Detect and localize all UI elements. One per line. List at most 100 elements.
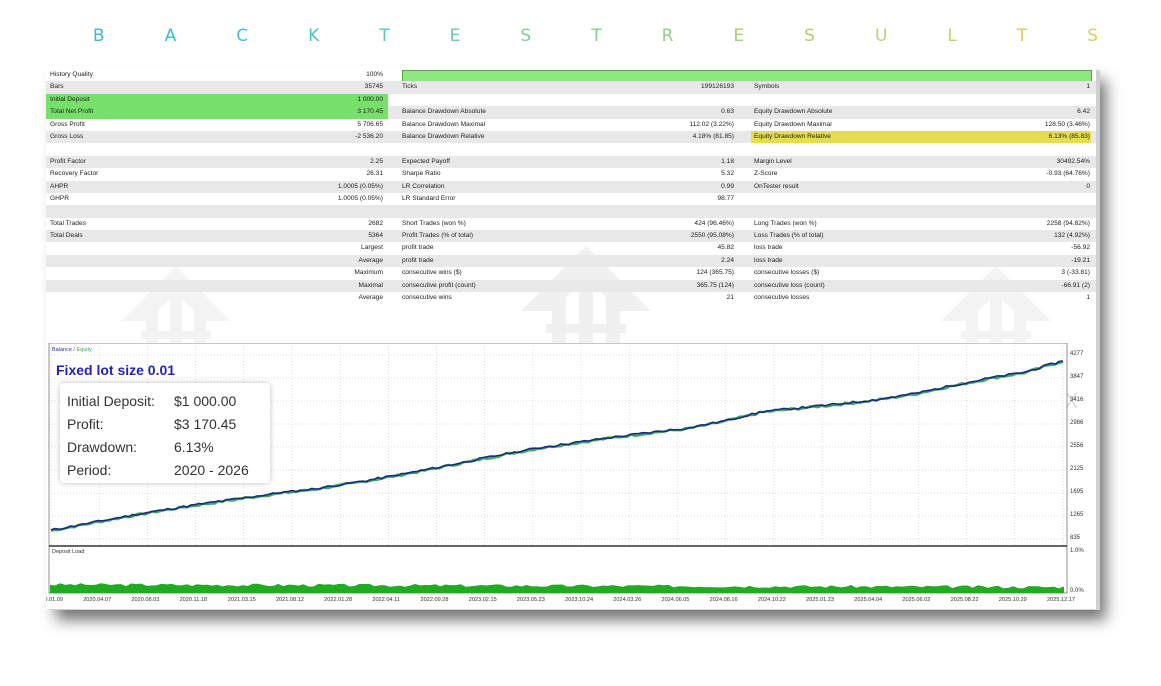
initial-deposit-highlight [46,93,388,107]
history-quality-label: History Quality [50,71,93,78]
equity-dd-max-value: 128.50 (3.46%) [1044,120,1090,128]
long-trades-value: 2258 (94.82%) [1046,219,1090,227]
history-quality-value: 100% [366,71,383,78]
gross-profit-label: Gross Profit [50,120,85,128]
title-letter: R [661,26,704,46]
x-tick-label: 2024.08.16 [709,597,738,603]
bars-label: Bars [50,83,64,91]
y-tick-label: 3847 [1070,373,1084,380]
deposit-load-area [50,583,1064,593]
load-tick-label: 1.0% [1070,548,1084,554]
overlay-drawdown-label: Drawdown: [67,439,138,455]
title-letter: T [591,26,632,46]
x-tick-label: 2025.01.23 [806,597,835,603]
ticks-value: 199126193 [700,83,734,91]
z-score-value: -0.93 (64.76%) [1046,170,1090,178]
max-losses-value: 3 (-33.81) [1061,269,1090,277]
deposit-load-fill [50,583,1064,593]
title-letter: B [92,26,135,46]
ontester-value: 0 [1086,182,1090,190]
sharpe-ratio-label: Sharpe Ratio [402,170,441,178]
largest-profit-label: profit trade [402,244,434,252]
x-tick-label: 2024.10.22 [757,597,786,603]
symbols-value: 1 [1086,83,1090,91]
backtest-report-panel: YOFOREX YOFOREX History Quality 100% Bar… [46,66,1096,609]
ahpr-value: 1.0005 (0.05%) [337,182,383,190]
total-deals-label: Total Deals [50,232,83,240]
title-letter: A [164,26,207,46]
total-trades-label: Total Trades [50,219,86,227]
gross-profit-value: 5 706.65 [357,120,383,128]
balance-dd-max-label: Balance Drawdown Maximal [402,120,486,128]
average-label: Average [358,256,383,264]
short-trades-label: Short Trades (won %) [402,219,466,227]
recovery-factor-value: 26.31 [366,170,383,178]
maximal-loss-value: -66.91 (2) [1061,281,1090,289]
title-letter: S [1087,26,1129,46]
equity-dd-rel-highlight [751,130,1091,144]
x-tick-label: 2022.01.28 [324,597,353,603]
overlay-drawdown-value: 6.13% [174,439,214,455]
title-letter: U [874,26,918,46]
stats-row-gross-loss: Gross Loss -2 536.20 Balance Drawdown Re… [46,130,1096,144]
y-tick-label: 1265 [1070,512,1084,518]
title-letter: T [379,26,420,46]
average-loss-label: loss trade [754,256,783,264]
equity-dd-rel-label: Equity Drawdown Relative [754,132,831,140]
balance-line [50,360,1064,531]
max-wins-value: 124 (365.75) [696,269,734,277]
overlay-profit-label: Profit: [67,416,104,432]
equity-dd-abs-label: Equity Drawdown Absolute [754,108,833,116]
largest-loss-value: -56.92 [1071,244,1090,252]
gross-loss-label: Gross Loss [50,132,84,140]
x-tick-label: 2023.05.23 [516,597,545,603]
y-tick-label: 2986 [1070,420,1084,426]
title-letter: K [308,26,350,46]
x-tick-label: 2025.12.17 [1047,597,1075,603]
equity-dd-max-label: Equity Drawdown Maximal [754,120,832,128]
stats-row-average: Average profit trade 2.24 loss trade -19… [46,254,1096,268]
equity-dd-abs-value: 6.42 [1077,108,1090,116]
lr-std-error-value: 98.77 [717,194,734,202]
profit-factor-label: Profit Factor [50,157,86,165]
margin-level-value: 30492.54% [1056,157,1090,165]
profit-trades-label: Profit Trades (% of total) [402,232,474,240]
load-tick-label: 0.0% [1070,588,1084,594]
average-profit-label: profit trade [402,256,434,264]
net-profit-value: 3 170.45 [357,108,383,116]
balance-equity-chart: Balance / Equity Fixed lot size 0.01 Ini… [46,343,1096,609]
avg-cons-wins-label: consecutive wins [402,294,452,302]
x-tick-label: 2020.08.03 [131,597,160,603]
stats-row-largest: Largest profit trade 45.82 loss trade -5… [46,242,1096,254]
stats-row-maximal: Maximal consecutive profit (count) 365.7… [46,279,1096,293]
x-tick-label: 2020.11.18 [179,597,208,603]
fixed-lot-title: Fixed lot size 0.01 [56,362,176,378]
lr-correlation-value: 0.99 [721,182,734,190]
margin-level-label: Margin Level [754,157,792,165]
title-letter: E [733,26,775,46]
x-tick-label: 2021.03.15 [227,597,256,603]
sharpe-ratio-value: 5.32 [721,170,734,178]
max-wins-label: consecutive wins ($) [402,269,462,277]
expected-payoff-value: 1.18 [721,157,734,165]
ontester-label: OnTester result [754,182,799,190]
overlay-deposit-label: Initial Deposit: [67,393,155,409]
y-tick-label: 2125 [1070,466,1084,473]
equity-dd-rel-value: 6.13% (85.83) [1048,132,1090,140]
overlay-period-label: Period: [67,462,112,478]
y-tick-label: 4277 [1070,351,1084,357]
stats-row-spacer-2 [46,205,1096,218]
maximal-profit-value: 365.75 (124) [696,281,734,289]
largest-loss-label: loss trade [754,244,783,252]
avg-cons-losses-value: 1 [1086,294,1090,302]
balance-dd-max-value: 112.02 (3.22%) [689,120,734,128]
x-tick-label: 2025.04.04 [854,597,883,603]
stats-row-average-consecutive: Average consecutive wins 21 consecutive … [46,292,1096,304]
overlay-deposit-value: $1 000.00 [174,393,237,409]
lr-std-error-label: LR Standard Error [402,194,456,202]
stats-row-net-profit: Total Net Profit 3 170.45 Balance Drawdo… [46,106,1096,119]
z-score-label: Z-Score [754,170,778,178]
net-profit-label: Total Net Profit [50,108,94,116]
short-trades-value: 424 (96.46%) [694,219,734,227]
deposit-load-label: Deposit Load [52,549,85,555]
